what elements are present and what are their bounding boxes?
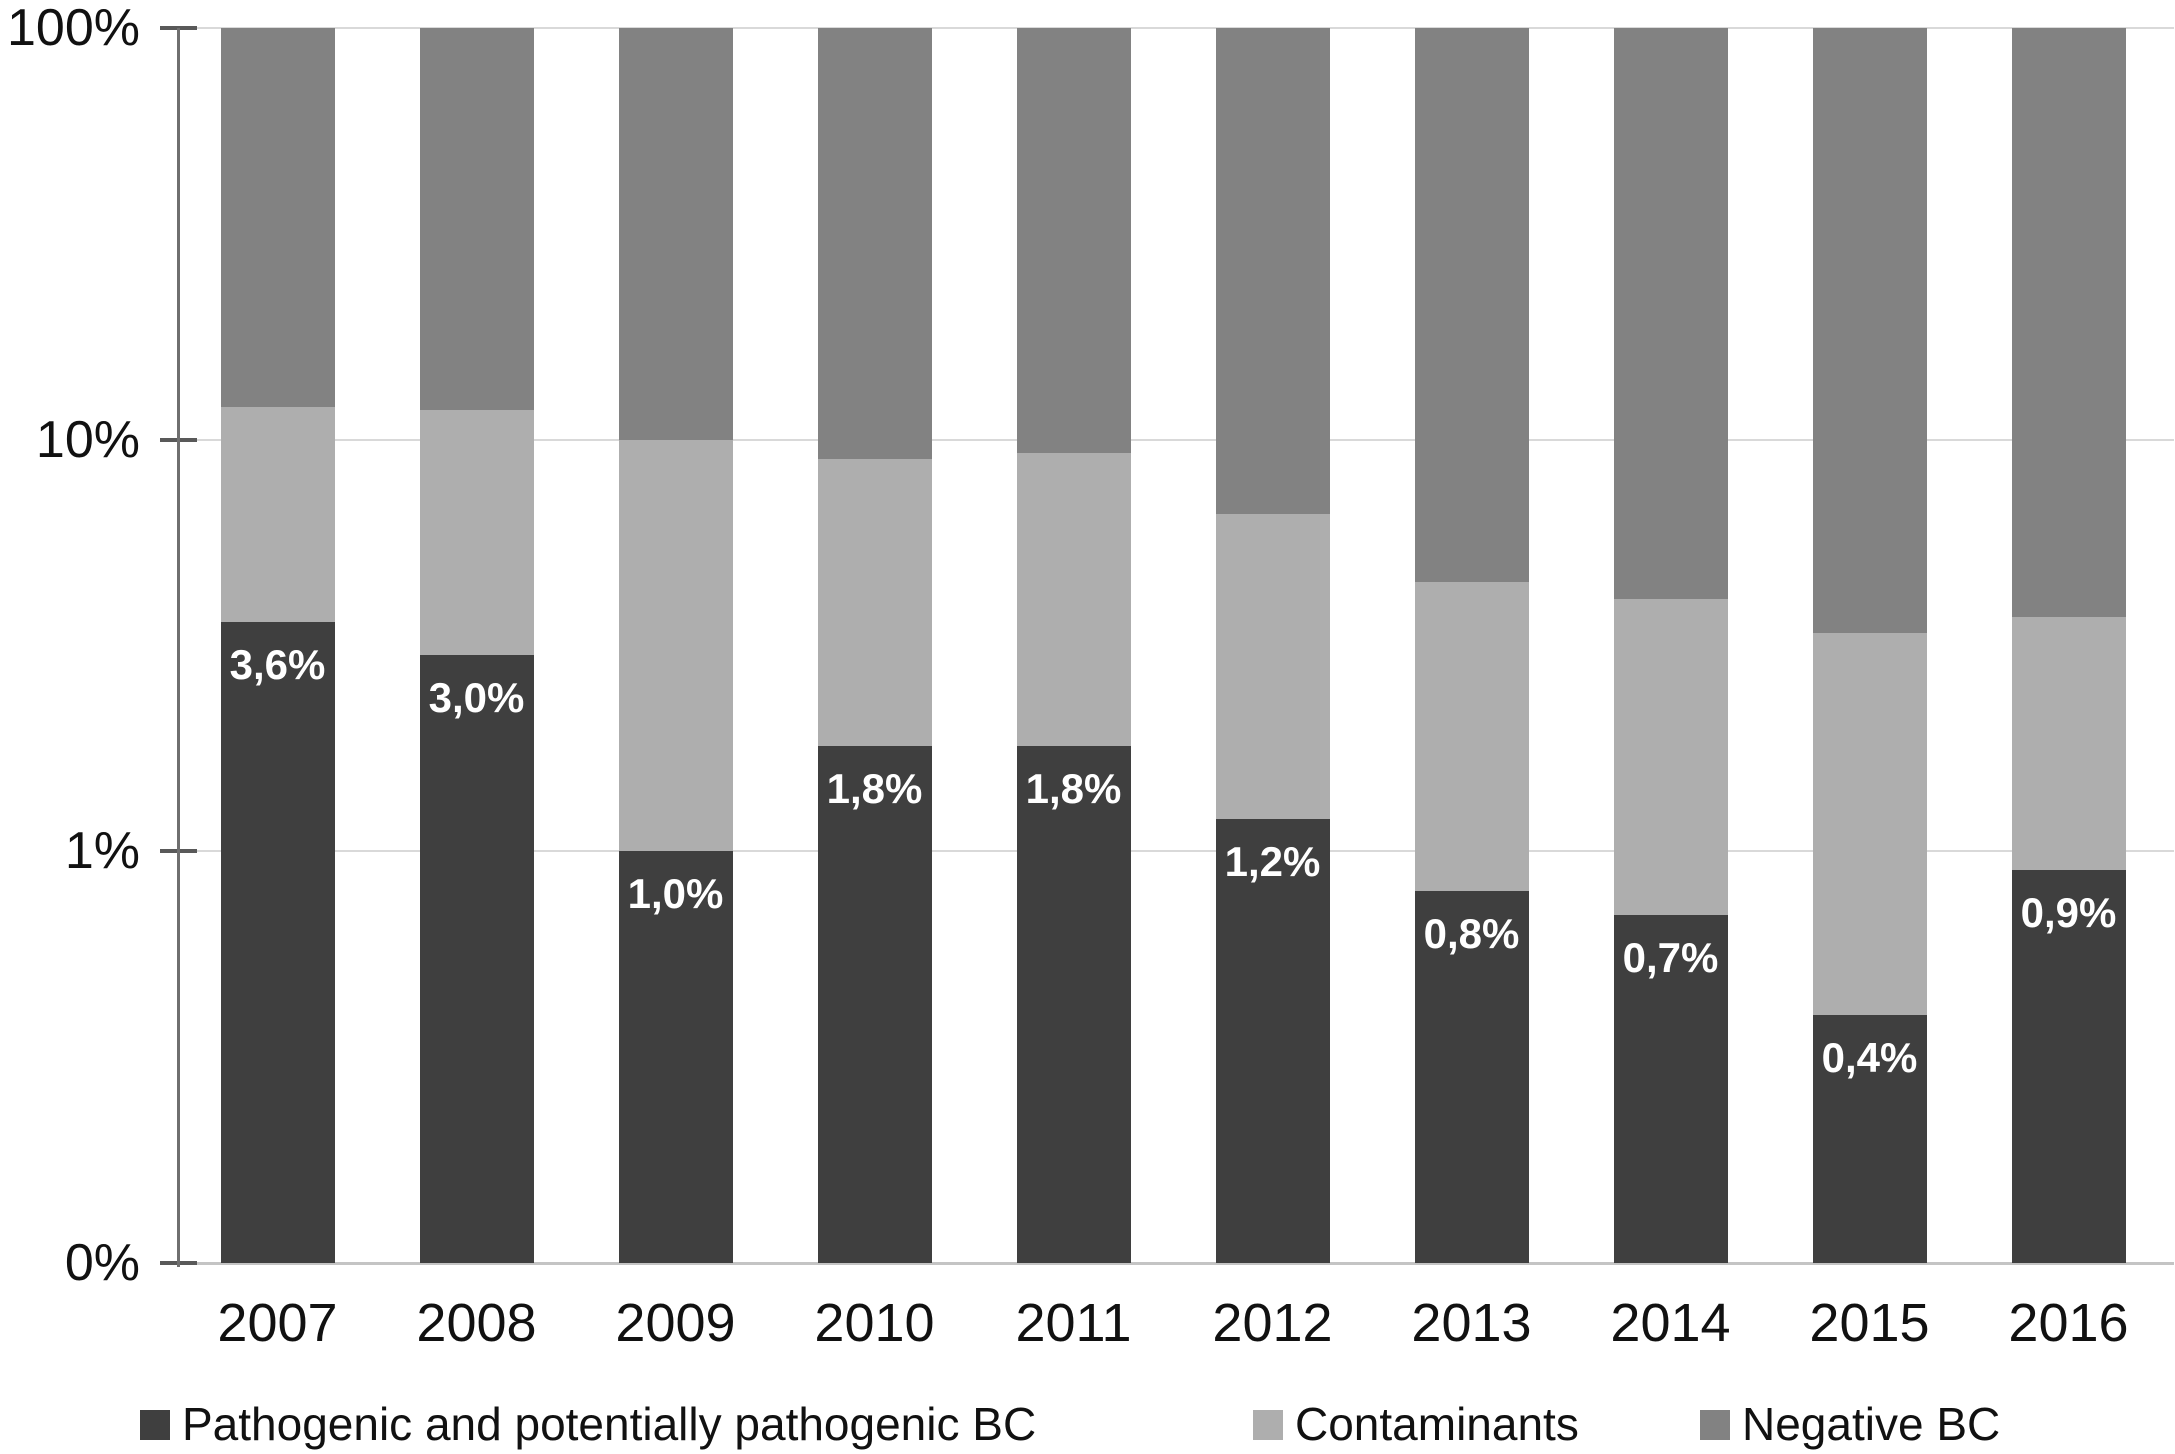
bar-segment-negative-2012	[1215, 28, 1330, 514]
bar-segment-negative-2014	[1613, 28, 1728, 600]
bar-segment-contaminants-2010	[817, 458, 932, 747]
x-axis-label-2010: 2010	[814, 1293, 935, 1353]
bar-segment-contaminants-2015	[1812, 632, 1927, 1016]
bar-segment-pathogenic-2010	[817, 746, 932, 1263]
x-axis-baseline	[178, 1262, 2174, 1265]
legend-label: Pathogenic and potentially pathogenic BC	[182, 1398, 1037, 1450]
bar-segment-negative-2007	[220, 28, 335, 408]
legend-swatch-pathogenic	[140, 1410, 170, 1440]
bar-data-label-2008: 3,0%	[428, 673, 525, 721]
bar-segment-contaminants-2007	[220, 407, 335, 623]
bar-segment-pathogenic-2008	[419, 654, 534, 1263]
gridline-1%	[178, 850, 2174, 853]
bar-segment-negative-2016	[2011, 28, 2126, 618]
x-axis-label-2007: 2007	[217, 1293, 338, 1353]
bar-data-label-2007: 3,6%	[229, 641, 326, 689]
y-axis-label-1%: 1%	[64, 822, 140, 881]
bar-segment-negative-2013	[1414, 28, 1529, 583]
legend-swatch-contaminants	[1253, 1410, 1283, 1440]
bar-segment-pathogenic-2009	[618, 851, 733, 1263]
bar-segment-pathogenic-2012	[1215, 818, 1330, 1263]
legend-swatch-negative	[1700, 1410, 1730, 1440]
bar-segment-negative-2011	[1016, 28, 1131, 453]
bar-segment-contaminants-2014	[1613, 599, 1728, 916]
legend-label: Contaminants	[1295, 1398, 1579, 1450]
bar-segment-pathogenic-2015	[1812, 1015, 1927, 1263]
x-axis-label-2012: 2012	[1212, 1293, 1333, 1353]
bar-segment-pathogenic-2013	[1414, 891, 1529, 1263]
bar-segment-contaminants-2016	[2011, 617, 2126, 871]
y-axis-label-100%: 100%	[7, 0, 140, 57]
x-axis-label-2009: 2009	[615, 1293, 736, 1353]
bar-data-label-2009: 1,0%	[627, 870, 724, 918]
bar-data-label-2012: 1,2%	[1224, 837, 1321, 885]
x-axis-label-2011: 2011	[1015, 1293, 1132, 1353]
bar-data-label-2015: 0,4%	[1821, 1034, 1918, 1082]
gridline-100%	[178, 27, 2174, 29]
bar-segment-negative-2009	[618, 28, 733, 440]
bar-data-label-2010: 1,8%	[826, 765, 923, 813]
bar-segment-negative-2015	[1812, 28, 1927, 633]
y-axis-line	[177, 28, 180, 1267]
bar-data-label-2014: 0,7%	[1622, 934, 1719, 982]
x-axis-label-2008: 2008	[416, 1293, 537, 1353]
x-axis-label-2014: 2014	[1610, 1293, 1731, 1353]
bar-segment-negative-2010	[817, 28, 932, 459]
y-axis-label-10%: 10%	[35, 410, 140, 469]
bar-segment-pathogenic-2011	[1016, 746, 1131, 1263]
bar-segment-contaminants-2012	[1215, 513, 1330, 819]
bar-segment-pathogenic-2007	[220, 622, 335, 1263]
y-axis-label-0%: 0%	[64, 1234, 140, 1292]
x-axis-label-2013: 2013	[1411, 1293, 1532, 1353]
bar-segment-pathogenic-2014	[1613, 915, 1728, 1263]
bar-segment-contaminants-2009	[618, 439, 733, 852]
bar-data-label-2013: 0,8%	[1423, 910, 1520, 958]
bar-segment-contaminants-2011	[1016, 452, 1131, 747]
gridline-10%	[178, 438, 2174, 441]
bar-segment-contaminants-2013	[1414, 582, 1529, 892]
bar-data-label-2011: 1,8%	[1025, 765, 1122, 813]
bar-segment-contaminants-2008	[419, 410, 534, 655]
bar-segment-pathogenic-2016	[2011, 870, 2126, 1263]
bar-data-label-2016: 0,9%	[2020, 889, 2117, 937]
bar-segment-negative-2008	[419, 28, 534, 411]
x-axis-label-2015: 2015	[1809, 1293, 1930, 1353]
x-axis-label-2016: 2016	[2008, 1293, 2129, 1353]
legend-label: Negative BC	[1742, 1398, 2001, 1450]
